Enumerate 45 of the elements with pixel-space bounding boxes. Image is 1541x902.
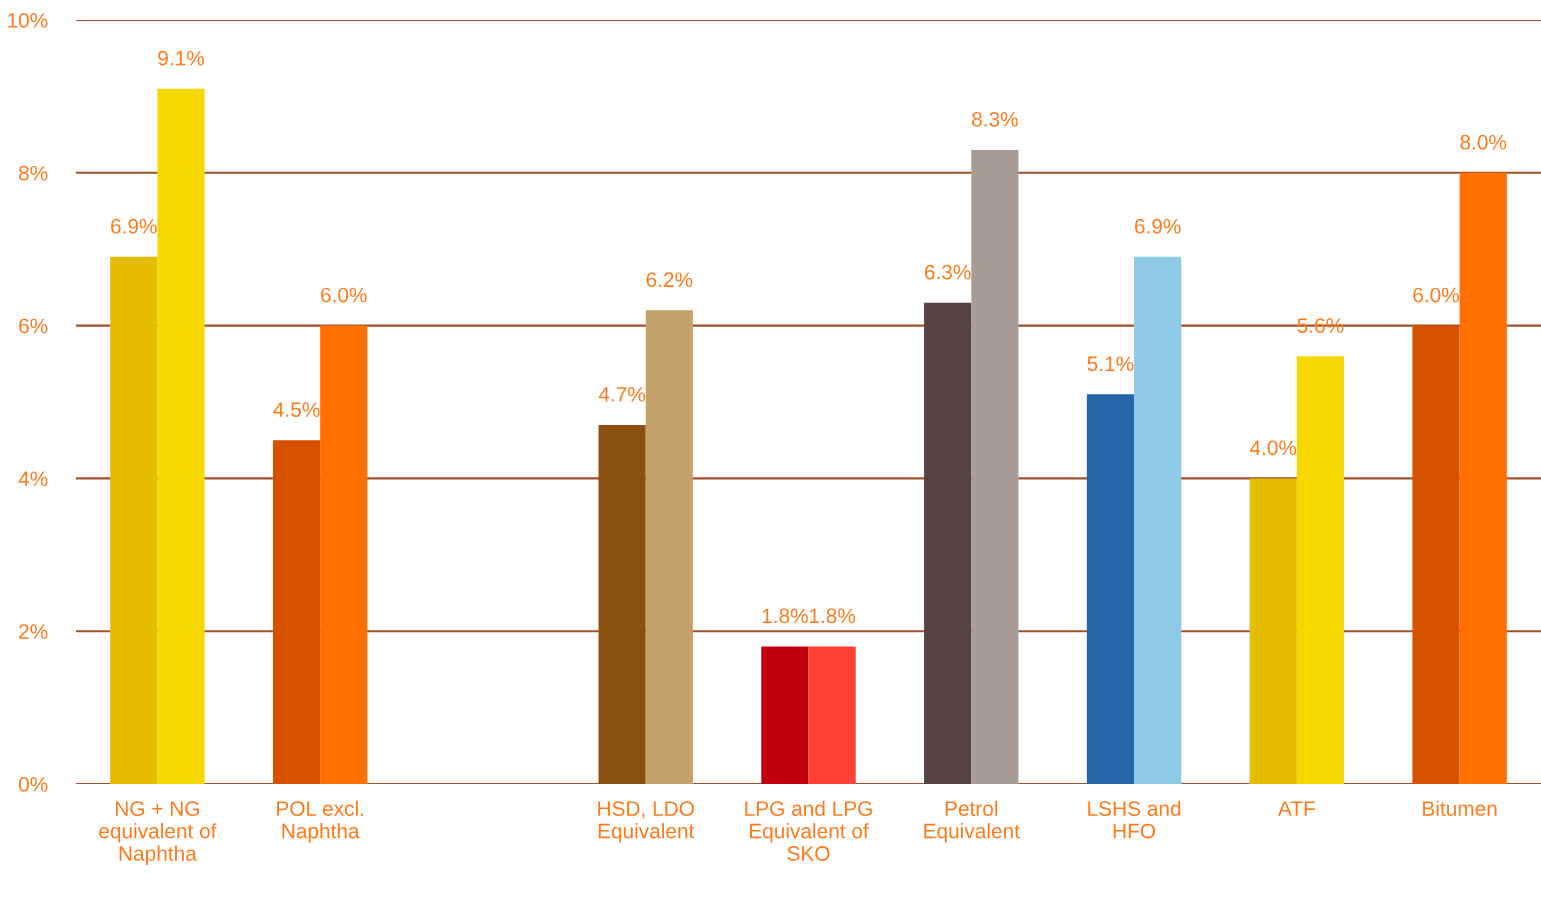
x-tick-label: Petrol Equivalent (924, 800, 1020, 843)
y-tick-label: 2% (19, 624, 48, 639)
data-label: 6.0% (321, 287, 367, 303)
x-tick-label: LSHS and HFO (1088, 800, 1181, 839)
bar (1249, 478, 1297, 784)
bar (598, 424, 646, 784)
data-label: 1.8% (809, 608, 856, 624)
bar (645, 310, 693, 784)
x-tick-label: HSD, LDO Equivalent (598, 801, 695, 843)
y-tick-label: 8% (19, 165, 48, 181)
bar (1086, 394, 1135, 784)
x-tick-label: LPG and LPG Equivalent of SKO (745, 800, 872, 861)
x-tick-label: POL excl. Naphtha (277, 800, 364, 843)
data-label: 4.0% (1249, 440, 1297, 456)
data-label: 6.0% (1413, 287, 1460, 303)
bar (808, 646, 856, 784)
data-label: 6.3% (924, 264, 971, 280)
data-label: 8.3% (972, 111, 1018, 127)
data-label: 5.1% (1087, 356, 1134, 372)
y-tick-label: 10% (8, 13, 48, 28)
data-label: 1.8% (762, 608, 808, 624)
y-tick-label: 6% (19, 318, 48, 334)
bar (1459, 172, 1507, 784)
bar (157, 88, 205, 784)
x-tick-label: Bitumen (1423, 800, 1497, 816)
data-label: 4.7% (598, 387, 646, 402)
bar (320, 325, 368, 784)
bar (1296, 356, 1345, 784)
bar (971, 149, 1019, 784)
data-label: 8.0% (1460, 134, 1507, 150)
data-label: 6.2% (646, 272, 693, 288)
bar (1134, 256, 1182, 784)
bar (272, 440, 321, 784)
y-tick-label: 4% (18, 471, 48, 487)
bar (110, 256, 158, 784)
data-label: 4.5% (273, 402, 320, 417)
x-tick-label: ATF (1277, 801, 1315, 816)
y-tick-label: 0% (18, 777, 48, 792)
data-label: 6.9% (111, 218, 157, 234)
data-label: 9.1% (158, 50, 204, 66)
data-label: 6.9% (1134, 218, 1181, 234)
bar (1412, 325, 1460, 784)
bar (924, 302, 972, 784)
x-tick-label: NG + NG equivalent of Naphtha (99, 801, 217, 865)
bar (761, 646, 809, 784)
